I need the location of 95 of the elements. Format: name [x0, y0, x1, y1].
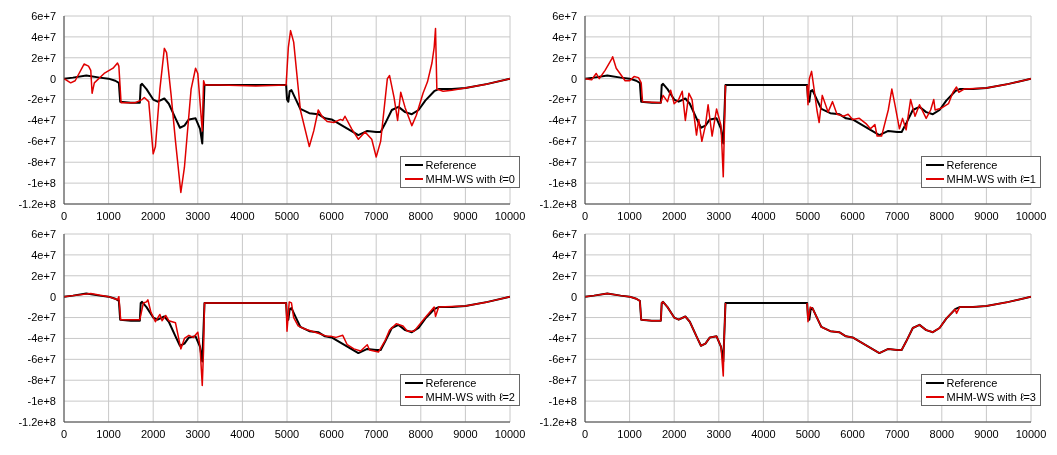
x-tick-label: 5000: [795, 209, 821, 222]
y-tick-label: -1.2e+8: [539, 415, 577, 428]
x-tick-label: 2000: [140, 427, 166, 440]
x-tick-label: 9000: [974, 209, 999, 222]
x-tick-label: 10000: [1015, 427, 1047, 440]
x-tick-label: 4000: [230, 427, 255, 440]
y-tick-label: -6e+7: [27, 135, 56, 148]
legend-label: MHM-WS with ℓ=3: [946, 390, 1036, 404]
y-tick-label: -1.2e+8: [18, 197, 56, 210]
y-tick-label: -6e+7: [548, 353, 577, 366]
x-tick-label: 3000: [185, 209, 211, 222]
legend-label: MHM-WS with ℓ=0: [425, 172, 515, 186]
line-series: [64, 74, 510, 145]
line-series: [585, 74, 1031, 145]
y-tick-label: 4e+7: [31, 30, 56, 43]
y-tick-label: 6e+7: [552, 9, 577, 22]
x-tick-label: 9000: [453, 209, 478, 222]
y-tick-label: -4e+7: [27, 332, 56, 345]
x-tick-label: 10000: [1015, 209, 1047, 222]
y-tick-label: 4e+7: [552, 248, 577, 261]
y-tick-label: -1e+8: [548, 177, 577, 190]
y-tick-label: 4e+7: [31, 248, 56, 261]
x-tick-label: 0: [581, 427, 589, 440]
x-tick-label: 6000: [840, 427, 865, 440]
y-tick-label: -2e+7: [27, 311, 56, 324]
y-tick-label: -1.2e+8: [539, 197, 577, 210]
x-tick-label: 6000: [319, 209, 344, 222]
x-tick-label: 4000: [230, 209, 255, 222]
y-tick-label: -1.2e+8: [18, 415, 56, 428]
y-tick-label: 6e+7: [31, 9, 56, 22]
legend-label: Reference: [425, 158, 477, 172]
x-tick-label: 2000: [661, 427, 687, 440]
y-tick-label: -1e+8: [27, 177, 56, 190]
legend-label: Reference: [425, 376, 477, 390]
x-tick-label: 8000: [408, 209, 434, 222]
y-tick-label: -2e+7: [27, 93, 56, 106]
x-tick-label: 6000: [840, 209, 865, 222]
y-tick-label: 6e+7: [552, 227, 577, 240]
legend-label: Reference: [946, 376, 998, 390]
y-tick-label: -1e+8: [548, 395, 577, 408]
x-tick-label: 0: [60, 209, 68, 222]
y-tick-label: -4e+7: [548, 332, 577, 345]
x-tick-label: 3000: [706, 209, 732, 222]
x-tick-label: 7000: [884, 427, 910, 440]
x-tick-label: 3000: [185, 427, 211, 440]
y-tick-label: 2e+7: [31, 51, 56, 64]
y-tick-label: -6e+7: [548, 135, 577, 148]
x-tick-label: 9000: [453, 427, 478, 440]
x-tick-label: 1000: [96, 427, 121, 440]
y-tick-label: -4e+7: [548, 114, 577, 127]
y-tick-label: 6e+7: [31, 227, 56, 240]
y-tick-label: -8e+7: [548, 156, 577, 169]
x-tick-label: 7000: [363, 427, 389, 440]
y-tick-label: 0: [49, 290, 56, 303]
legend-label: MHM-WS with ℓ=2: [425, 390, 515, 404]
x-tick-label: 7000: [363, 209, 389, 222]
x-tick-label: 5000: [795, 427, 821, 440]
y-tick-label: 2e+7: [31, 269, 56, 282]
x-tick-label: 7000: [884, 209, 910, 222]
line-series: [64, 292, 510, 387]
y-tick-label: -2e+7: [548, 311, 577, 324]
y-tick-label: 4e+7: [552, 30, 577, 43]
x-tick-label: 0: [60, 427, 68, 440]
x-tick-label: 0: [581, 209, 589, 222]
y-tick-label: -8e+7: [548, 374, 577, 387]
x-tick-label: 1000: [617, 427, 642, 440]
y-tick-label: 0: [49, 72, 56, 85]
x-tick-label: 9000: [974, 427, 999, 440]
y-tick-label: -1e+8: [27, 395, 56, 408]
x-tick-label: 3000: [706, 427, 732, 440]
x-tick-label: 5000: [274, 427, 300, 440]
x-tick-label: 10000: [494, 427, 526, 440]
x-tick-label: 10000: [494, 209, 526, 222]
x-tick-label: 5000: [274, 209, 300, 222]
x-tick-label: 1000: [617, 209, 642, 222]
y-tick-label: -8e+7: [27, 374, 56, 387]
y-tick-label: -2e+7: [548, 93, 577, 106]
legend-label: MHM-WS with ℓ=1: [946, 172, 1036, 186]
x-tick-label: 8000: [408, 427, 434, 440]
legend-label: Reference: [946, 158, 998, 172]
x-tick-label: 6000: [319, 427, 344, 440]
y-tick-label: 0: [570, 72, 577, 85]
x-tick-label: 4000: [751, 427, 776, 440]
x-tick-label: 1000: [96, 209, 121, 222]
y-tick-label: -6e+7: [27, 353, 56, 366]
x-tick-label: 8000: [929, 209, 955, 222]
x-tick-label: 2000: [140, 209, 166, 222]
y-tick-label: -8e+7: [27, 156, 56, 169]
y-tick-label: 2e+7: [552, 51, 577, 64]
x-tick-label: 2000: [661, 209, 687, 222]
x-tick-label: 4000: [751, 209, 776, 222]
x-tick-label: 8000: [929, 427, 955, 440]
y-tick-label: 0: [570, 290, 577, 303]
y-tick-label: -4e+7: [27, 114, 56, 127]
y-tick-label: 2e+7: [552, 269, 577, 282]
